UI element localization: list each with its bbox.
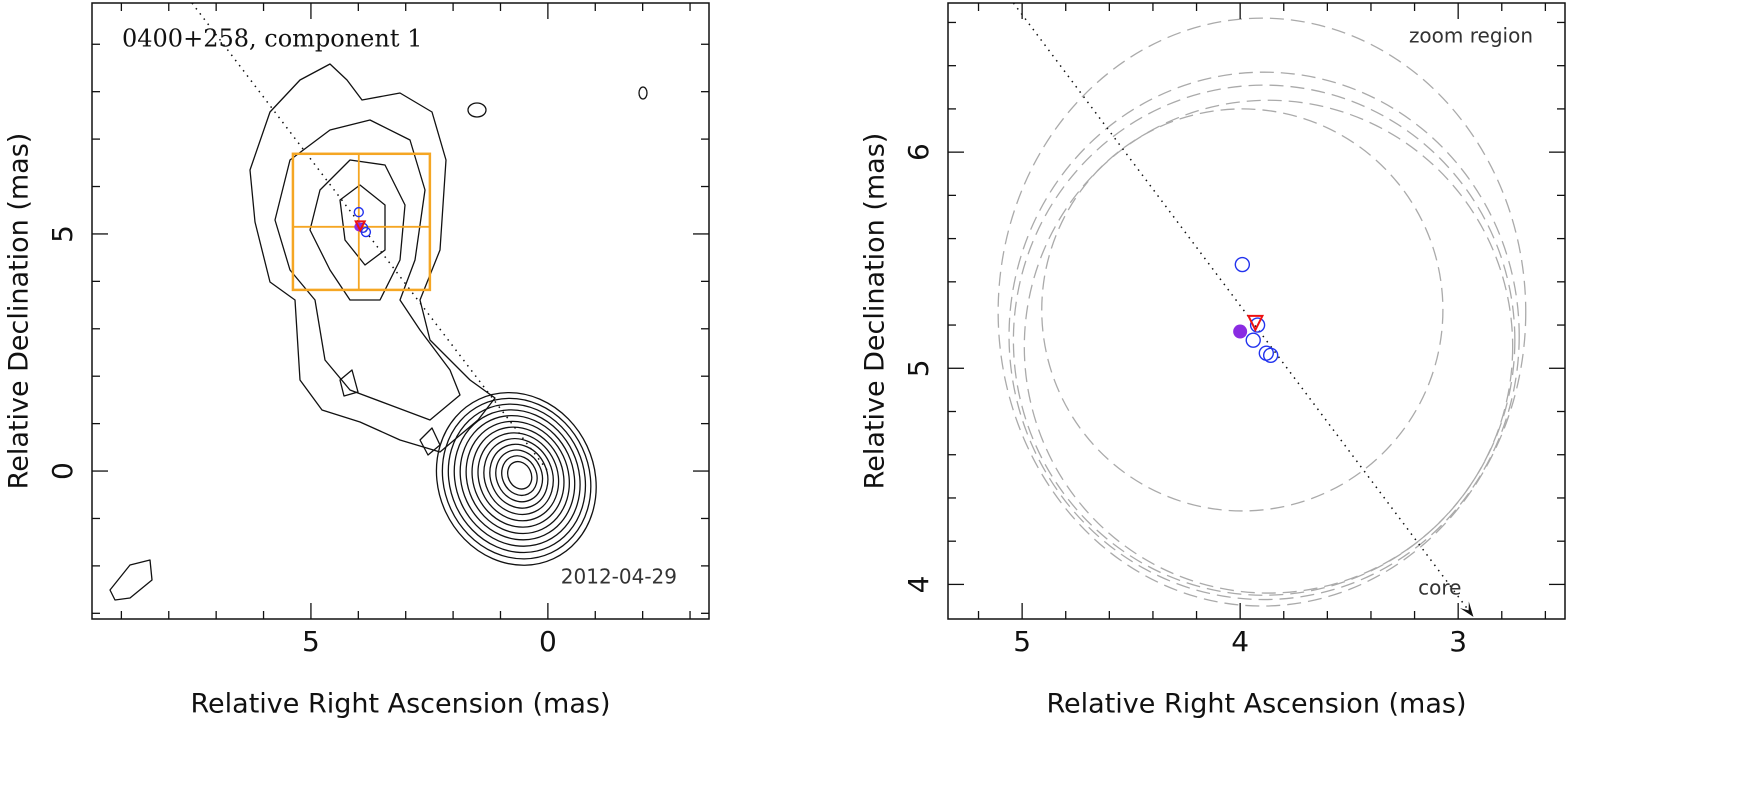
contour xyxy=(483,437,554,516)
contour xyxy=(459,414,576,541)
error-ellipse xyxy=(1012,84,1516,596)
core-label: core xyxy=(1418,575,1461,599)
component-point xyxy=(1233,324,1248,339)
component-point xyxy=(1246,314,1265,333)
x-tick-label: 3 xyxy=(1449,625,1467,658)
contour-map xyxy=(109,63,648,601)
date-label: 2012-04-29 xyxy=(561,565,677,589)
contour xyxy=(447,403,587,554)
component-point xyxy=(360,226,372,238)
contour xyxy=(339,369,359,397)
y-axis-label: Relative Declination (mas) xyxy=(4,133,35,490)
contour xyxy=(441,397,592,560)
jet-line xyxy=(191,3,549,472)
contour xyxy=(638,86,648,100)
contour xyxy=(507,460,533,490)
arrow-head xyxy=(1460,601,1474,617)
x-tick-label: 5 xyxy=(1013,625,1031,658)
y-tick-label: 5 xyxy=(46,225,79,243)
y-tick-label: 5 xyxy=(902,359,935,377)
plot-area xyxy=(997,3,1527,618)
chart-title: zoom region xyxy=(1409,24,1533,48)
y-tick-label: 0 xyxy=(46,462,79,480)
contour xyxy=(489,443,549,509)
error-ellipse xyxy=(997,17,1527,607)
x-axis-label: Relative Right Ascension (mas) xyxy=(190,689,610,720)
component-point xyxy=(1245,332,1261,348)
x-tick-label: 4 xyxy=(1231,625,1249,658)
contour xyxy=(274,119,461,421)
contour xyxy=(467,102,487,118)
contour xyxy=(435,391,597,566)
component-point xyxy=(354,220,367,233)
component-point xyxy=(1249,317,1266,333)
y-axis-label: Relative Declination (mas) xyxy=(860,133,891,490)
x-tick-label: 5 xyxy=(302,625,320,658)
y-tick-label: 6 xyxy=(902,143,935,161)
contour xyxy=(339,184,386,266)
jet-line xyxy=(1012,3,1475,618)
contour xyxy=(249,63,496,453)
error-ellipse xyxy=(1008,71,1520,601)
x-tick-label: 0 xyxy=(539,625,557,658)
error-ellipse xyxy=(1023,99,1514,594)
contour xyxy=(477,432,560,522)
zoom-region xyxy=(291,152,432,292)
component-point xyxy=(1234,256,1251,273)
plot-area xyxy=(191,3,549,472)
chart-title: 0400+258, component 1 xyxy=(122,25,422,53)
contour xyxy=(309,159,406,301)
contour xyxy=(471,426,565,528)
component-point xyxy=(1262,347,1279,364)
error-ellipse xyxy=(1041,108,1444,512)
component-point xyxy=(353,206,364,218)
frame xyxy=(947,2,1566,620)
y-tick-label: 4 xyxy=(902,576,935,594)
contour xyxy=(465,420,570,535)
contour xyxy=(501,455,538,497)
contour xyxy=(109,559,153,601)
contour xyxy=(495,449,544,503)
x-axis-label: Relative Right Ascension (mas) xyxy=(1046,689,1466,720)
contour xyxy=(453,409,581,547)
frame xyxy=(91,2,710,620)
